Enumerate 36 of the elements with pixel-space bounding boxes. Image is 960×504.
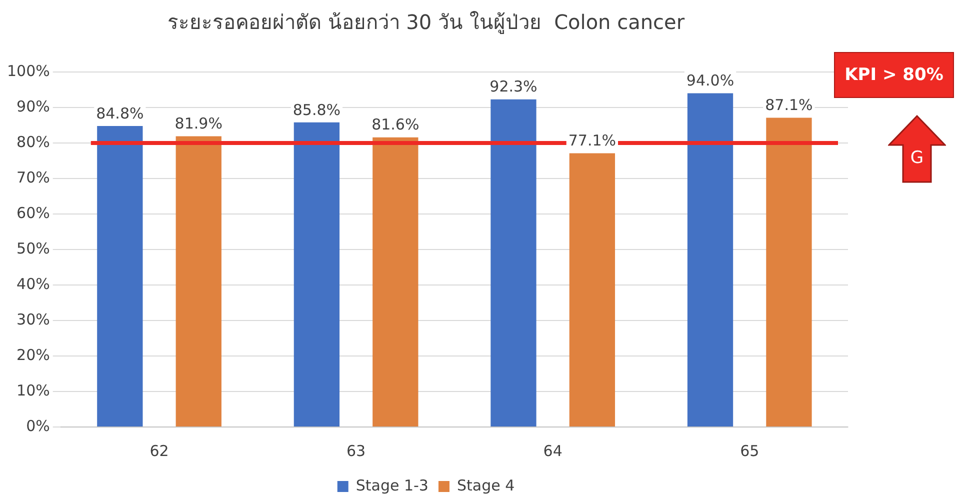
bar — [176, 136, 222, 426]
legend-label: Stage 1-3 — [356, 476, 428, 494]
text: G — [909, 147, 925, 170]
data-label: 81.9% — [174, 114, 222, 133]
y-tick-label: 20% — [16, 346, 50, 364]
bar — [766, 118, 812, 426]
bar — [97, 126, 143, 426]
y-tick-label: 60% — [16, 204, 50, 222]
legend-label: Stage 4 — [456, 476, 515, 494]
x-tick-label: 62 — [150, 442, 169, 460]
bar — [490, 99, 536, 426]
data-label: 81.6% — [372, 116, 420, 134]
y-tick-label: 10% — [16, 381, 50, 400]
x-tick-label: 63 — [346, 442, 366, 460]
x-tick-label: 64 — [543, 442, 562, 460]
annotation: KPI > 80% — [834, 52, 954, 98]
bar — [372, 137, 418, 426]
y-tick-label: 30% — [16, 310, 50, 328]
chart-title: ระยะรอคอยผ่าตัด น้อยกว่า 30 วัน ในผู้ป่วย Colon cancer — [167, 10, 686, 36]
bar — [687, 93, 734, 426]
y-tick-label: 50% — [16, 239, 50, 258]
y-tick-label: 100% — [6, 62, 50, 80]
data-label: 84.8% — [96, 104, 144, 122]
data-label: 77.1% — [568, 132, 616, 150]
y-tick-label: 80% — [16, 132, 50, 151]
data-label: 92.3% — [490, 78, 538, 96]
data-label: 94.0% — [686, 72, 734, 90]
x-tick-label: 65 — [740, 442, 760, 460]
data-label: 85.8% — [292, 100, 341, 119]
y-tick-label: 40% — [16, 274, 50, 293]
bar — [294, 122, 340, 426]
data-label: 87.1% — [765, 96, 813, 114]
y-tick-label: 0% — [26, 416, 50, 435]
y-tick-label: 70% — [16, 168, 50, 186]
y-tick-label: 90% — [16, 97, 50, 116]
bar — [569, 153, 616, 426]
